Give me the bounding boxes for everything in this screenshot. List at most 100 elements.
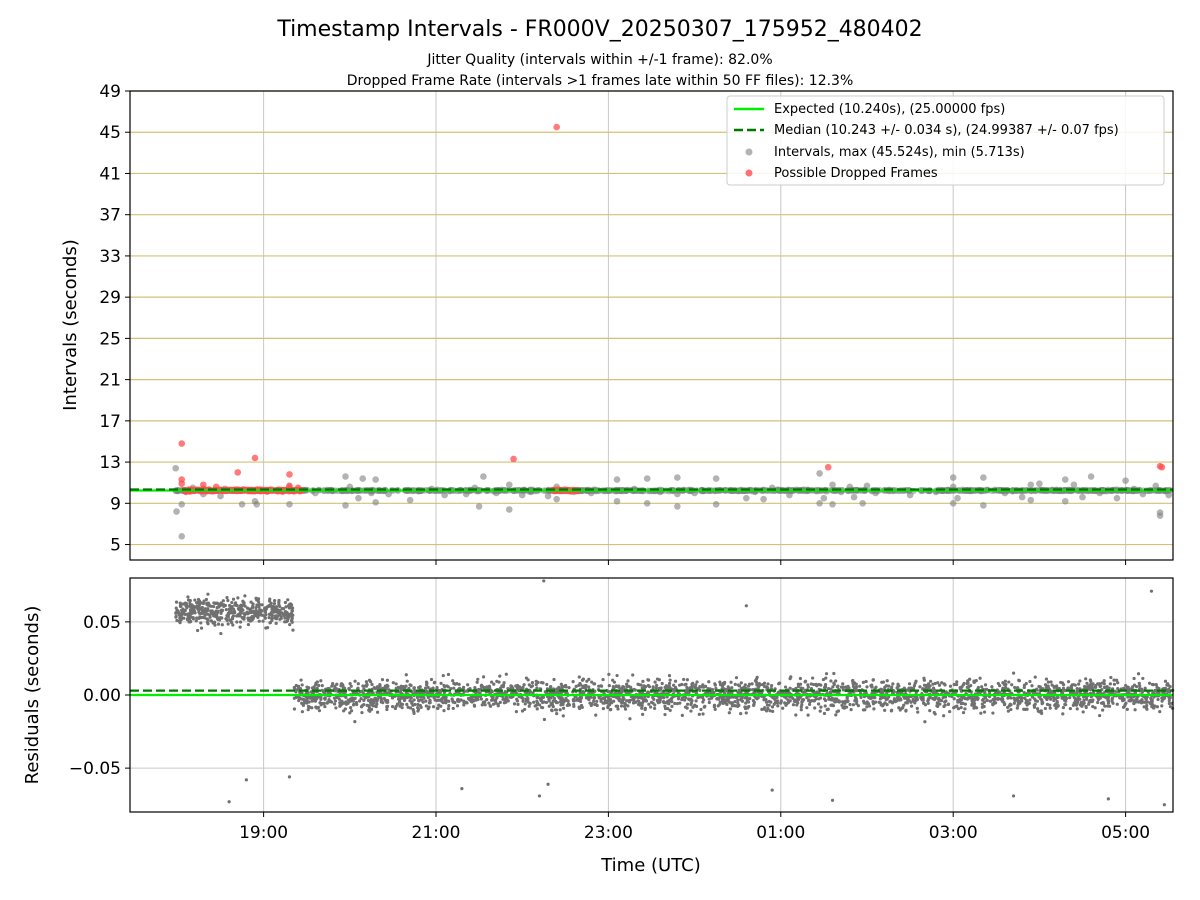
residual-point: [554, 700, 559, 705]
residual-point: [997, 690, 1001, 694]
residual-point: [714, 686, 718, 691]
residual-point: [843, 701, 847, 705]
residual-point: [680, 713, 684, 717]
residual-point: [755, 683, 759, 687]
residual-point: [212, 614, 216, 618]
residual-point: [1009, 703, 1013, 707]
residual-point: [1044, 677, 1049, 681]
residual-point: [229, 620, 234, 625]
residual-point: [350, 698, 355, 702]
residual-point: [647, 678, 651, 682]
residual-point: [474, 698, 478, 702]
interval-point: [544, 492, 552, 500]
residual-point: [270, 616, 274, 620]
residual-point: [628, 717, 632, 721]
residual-point: [607, 672, 611, 676]
residual-point: [1087, 702, 1091, 706]
intervals-y-axis-label: Intervals (seconds): [60, 239, 81, 411]
residual-point: [452, 686, 456, 690]
residual-point: [219, 611, 223, 615]
residual-point: [307, 700, 311, 704]
residual-point: [479, 683, 484, 687]
residual-point: [561, 714, 565, 718]
residual-point: [226, 611, 230, 615]
residual-point: [263, 616, 267, 620]
residual-point: [391, 681, 395, 685]
residual-point: [822, 697, 827, 701]
residual-point: [898, 708, 902, 712]
residual-point: [517, 685, 521, 689]
residual-point: [698, 685, 702, 689]
residual-point: [834, 679, 838, 683]
residual-point: [486, 686, 490, 690]
residual-point: [1115, 678, 1119, 682]
residual-point: [976, 685, 980, 690]
residual-point: [198, 611, 202, 615]
residual-point: [1045, 685, 1050, 689]
residual-point: [220, 602, 224, 606]
residual-point: [589, 695, 593, 699]
residual-point: [233, 603, 237, 607]
residual-point: [616, 707, 620, 711]
residual-point: [1136, 672, 1141, 676]
residual-point: [722, 682, 726, 686]
dropped-frame-point: [178, 440, 186, 447]
interval-point: [355, 494, 362, 502]
interval-point: [1027, 481, 1035, 489]
residual-point: [424, 704, 428, 708]
residual-point: [1103, 704, 1107, 708]
residual-point: [242, 615, 246, 619]
residual-point: [315, 686, 319, 690]
residual-point: [643, 707, 647, 712]
residual-point: [331, 682, 335, 686]
residual-point: [734, 704, 738, 708]
residual-point: [424, 683, 429, 687]
residual-point: [623, 702, 627, 706]
residual-point: [955, 682, 959, 687]
residual-point: [180, 612, 184, 616]
residual-point: [433, 698, 437, 702]
legend: Expected (10.240s), (25.00000 fps) Media…: [726, 95, 1165, 186]
residual-point: [333, 699, 338, 703]
residual-point: [760, 707, 764, 711]
residual-point: [1142, 705, 1146, 709]
residual-point: [1084, 705, 1088, 710]
residual-point: [552, 696, 557, 701]
residual-point: [455, 681, 459, 686]
residual-point: [619, 689, 623, 693]
residual-point: [473, 686, 477, 690]
y-tick-label: 25: [99, 329, 121, 349]
residual-point: [523, 702, 527, 706]
residual-point: [188, 611, 192, 615]
residual-point: [186, 598, 191, 602]
residual-point: [580, 690, 584, 694]
residual-point: [208, 615, 212, 619]
residual-point: [1124, 683, 1128, 688]
residual-point: [229, 605, 233, 609]
residual-point: [1116, 686, 1120, 691]
residual-point: [1157, 687, 1161, 691]
residual-point: [739, 686, 744, 690]
residual-point: [246, 622, 251, 627]
residual-point: [1068, 706, 1072, 711]
residual-point: [608, 700, 612, 704]
residual-point: [472, 703, 476, 707]
residual-point: [435, 706, 440, 710]
residual-point: [255, 598, 259, 602]
residual-point: [839, 685, 844, 689]
residual-point: [772, 702, 776, 706]
residual-point: [406, 705, 410, 709]
residual-point: [1010, 683, 1014, 687]
residual-point: [203, 607, 208, 611]
residual-point: [441, 673, 445, 678]
residual-point: [982, 704, 986, 709]
y-tick-label: −0.05: [69, 759, 121, 779]
residual-point: [573, 695, 577, 699]
residual-point: [628, 698, 632, 702]
residual-point: [1091, 682, 1095, 686]
residual-point: [948, 709, 952, 714]
residual-point: [1024, 701, 1028, 705]
residual-point: [188, 608, 193, 612]
residual-point: [353, 679, 357, 683]
